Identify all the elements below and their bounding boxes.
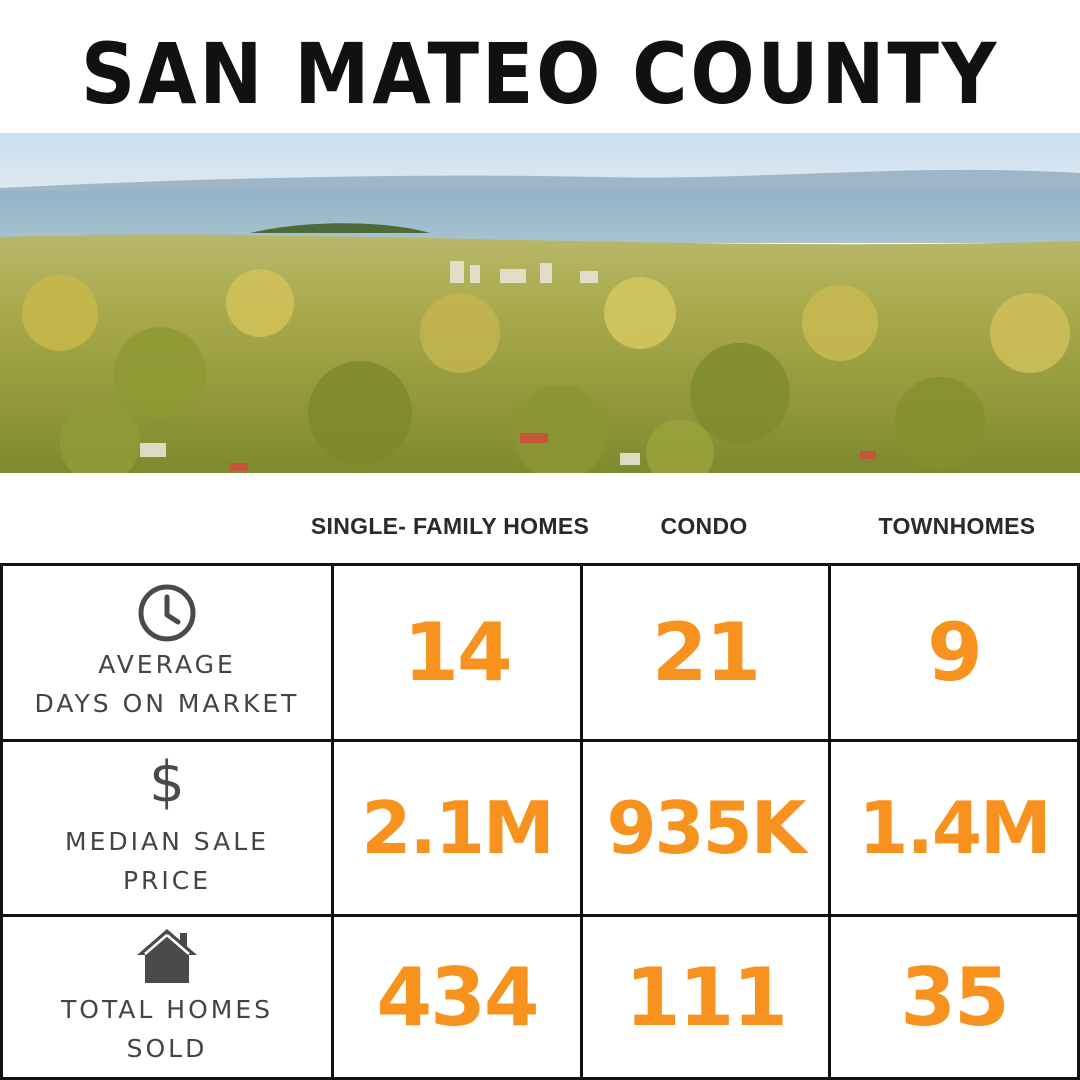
row-label-line1: MEDIAN SALE <box>65 827 269 856</box>
column-header-condo: CONDO <box>660 512 748 539</box>
value-sold-condo: 111 <box>625 950 788 1044</box>
row-label-line2: DAYS ON MARKET <box>34 688 300 718</box>
value-cell: 935K <box>583 742 828 914</box>
dollar-icon: $ <box>149 750 185 815</box>
row-label-line2: SOLD <box>126 1034 208 1063</box>
column-header-townhomes: TOWNHOMES <box>878 512 1036 539</box>
value-sold-single-family: 434 <box>376 950 540 1044</box>
value-days-condo: 21 <box>651 606 761 699</box>
table-col-divider <box>828 563 831 1080</box>
table-row-divider <box>0 739 1080 742</box>
table-row-divider <box>0 914 1080 917</box>
value-price-single-family: 2.1M <box>361 786 554 870</box>
value-price-condo: 935K <box>606 786 806 870</box>
row-label-line1: TOTAL HOMES <box>61 995 273 1024</box>
house-icon <box>137 929 197 983</box>
value-cell: 111 <box>583 917 828 1077</box>
stats-table: AVERAGE DAYS ON MARKET 14 21 9 $ MEDIAN … <box>0 563 1080 1080</box>
value-price-townhomes: 1.4M <box>858 786 1051 870</box>
page-title: SAN MATEO COUNTY <box>80 25 1000 123</box>
row-label-median-sale-price: $ MEDIAN SALE PRICE <box>3 742 331 914</box>
table-col-divider <box>580 563 583 1080</box>
row-label-line1: AVERAGE <box>98 649 236 679</box>
row-label-total-homes-sold: TOTAL HOMES SOLD <box>3 917 331 1077</box>
value-cell: 1.4M <box>831 742 1077 914</box>
table-border-right <box>1077 563 1080 1080</box>
table-border-bottom <box>0 1077 1080 1080</box>
table-col-divider <box>331 563 334 1080</box>
value-cell: 434 <box>334 917 580 1077</box>
row-label-line2: PRICE <box>122 866 212 895</box>
table-border-left <box>0 563 3 1080</box>
value-cell: 2.1M <box>334 742 580 914</box>
value-days-single-family: 14 <box>403 606 512 699</box>
value-days-townhomes: 9 <box>927 606 983 699</box>
value-cell: 9 <box>831 566 1077 739</box>
aerial-city-photo <box>0 133 1080 473</box>
value-sold-townhomes: 35 <box>900 950 1009 1044</box>
value-cell: 14 <box>334 566 580 739</box>
value-cell: 35 <box>831 917 1077 1077</box>
value-cell: 21 <box>583 566 828 739</box>
table-border-top <box>0 563 1080 566</box>
column-header-single-family: SINGLE- FAMILY HOMES <box>310 512 590 539</box>
row-label-days-on-market: AVERAGE DAYS ON MARKET <box>3 566 331 739</box>
clock-icon <box>138 584 196 641</box>
